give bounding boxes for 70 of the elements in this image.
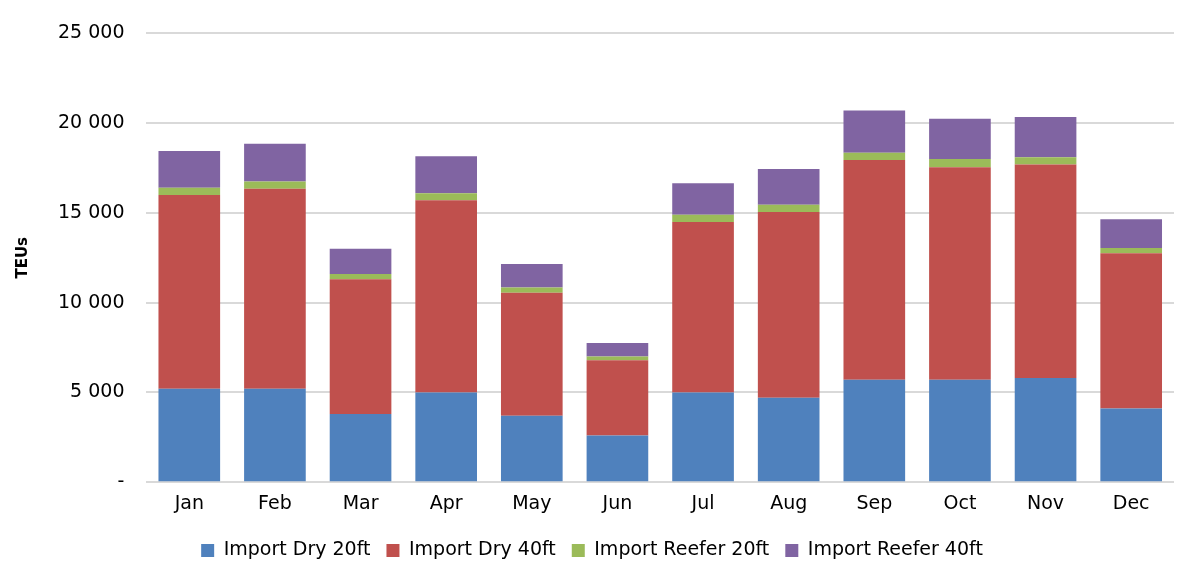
x-tick-label: Feb — [258, 490, 292, 513]
x-tick-label: Jun — [601, 490, 633, 513]
bar — [500, 287, 563, 293]
y-tick-label: 15 000 — [58, 199, 125, 222]
bar — [1014, 157, 1077, 165]
bar — [1014, 164, 1077, 379]
bar — [672, 392, 734, 482]
bar — [929, 379, 991, 482]
bar — [929, 118, 991, 160]
bar — [757, 212, 820, 398]
bar — [500, 415, 563, 482]
bar — [329, 413, 392, 482]
bar — [415, 200, 477, 393]
y-tick-label: 25 000 — [58, 20, 125, 43]
bar — [757, 168, 820, 205]
x-tick-label: Sep — [856, 490, 893, 513]
bar — [929, 167, 991, 380]
bar — [329, 273, 392, 280]
bar — [329, 248, 392, 274]
bar — [1100, 247, 1163, 254]
bar — [244, 143, 306, 182]
bar — [158, 187, 221, 195]
bar — [586, 360, 649, 436]
bar — [1014, 378, 1077, 482]
bar — [757, 204, 820, 213]
bar — [244, 181, 306, 189]
bar — [158, 150, 221, 188]
bar — [1014, 116, 1077, 158]
bar — [244, 388, 306, 482]
bar — [586, 343, 649, 357]
y-tick-label: - — [117, 469, 125, 492]
x-tick-label: Jul — [690, 490, 715, 513]
bar — [158, 388, 221, 482]
bar — [329, 279, 392, 414]
bar — [843, 152, 906, 160]
bar — [843, 379, 906, 482]
bar — [843, 110, 906, 153]
bar — [672, 221, 734, 393]
bar — [929, 159, 991, 168]
bar — [1100, 253, 1163, 409]
x-tick-label: May — [512, 490, 552, 513]
x-tick-label: Nov — [1027, 490, 1065, 513]
bar — [415, 392, 477, 482]
bar — [244, 188, 306, 389]
x-tick-label: Aug — [770, 490, 808, 513]
x-tick-label: Dec — [1112, 490, 1150, 513]
legend-label: Import Reefer 40ft — [807, 537, 983, 560]
y-tick-label: 20 000 — [58, 110, 125, 133]
bar — [1100, 408, 1163, 482]
bar — [843, 159, 906, 380]
bar — [757, 397, 820, 482]
bar — [672, 183, 734, 215]
x-tick-label: Oct — [943, 490, 977, 513]
bar — [586, 435, 649, 482]
x-tick-label: Apr — [429, 490, 463, 513]
y-tick-label: 5 000 — [70, 379, 125, 402]
bar — [500, 264, 563, 288]
bar — [158, 194, 221, 389]
bar — [672, 214, 734, 222]
y-axis-title: TEUs — [12, 236, 31, 279]
bar — [500, 292, 563, 416]
bar — [415, 156, 477, 194]
x-tick-label: Jan — [173, 490, 204, 513]
bar — [415, 193, 477, 201]
y-tick-label: 10 000 — [58, 289, 125, 312]
legend-label: Import Dry 40ft — [408, 537, 556, 560]
bar — [1100, 219, 1163, 248]
x-tick-label: Mar — [342, 490, 379, 513]
legend-label: Import Dry 20ft — [223, 537, 371, 560]
legend-label: Import Reefer 20ft — [594, 537, 770, 560]
